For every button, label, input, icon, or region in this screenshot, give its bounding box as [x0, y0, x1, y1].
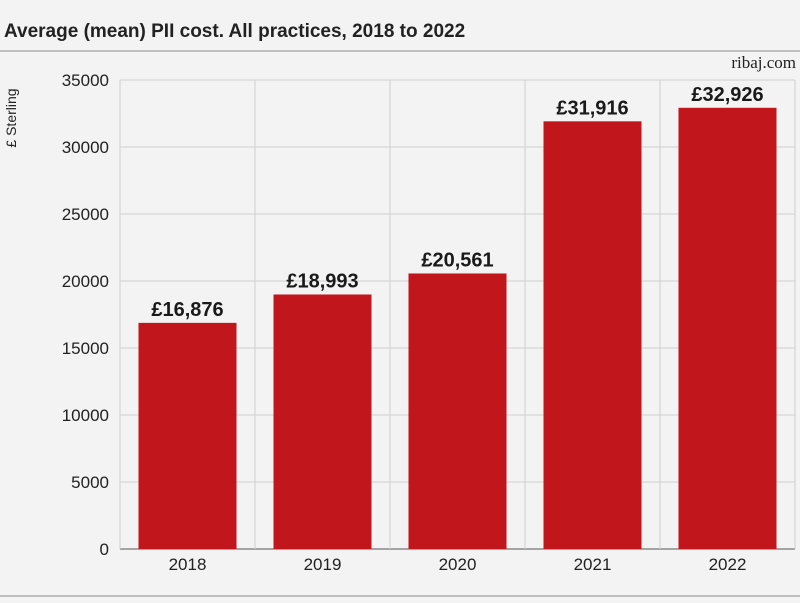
x-tick-labels: 2018 2019 2020 2021 2022	[169, 555, 747, 574]
bar-2020	[408, 273, 507, 549]
y-tick-labels: 0 5000 10000 15000 20000 25000 30000 35000	[62, 71, 109, 559]
chart-title: Average (mean) PII cost. All practices, …	[4, 21, 465, 42]
x-tick-label: 2019	[304, 555, 342, 574]
y-axis-label: £ Sterling	[3, 88, 19, 147]
bar-2021	[543, 121, 642, 550]
bars	[138, 107, 777, 550]
bar-2022	[678, 107, 777, 550]
data-label-2018: £16,876	[151, 299, 223, 321]
data-label-2021: £31,916	[556, 97, 628, 119]
y-tick-label: 35000	[62, 71, 109, 90]
data-label-2019: £18,993	[286, 270, 358, 292]
y-tick-label: 20000	[62, 272, 109, 291]
y-tick-label: 15000	[62, 339, 109, 358]
bar-2019	[273, 294, 372, 549]
x-tick-label: 2020	[439, 555, 477, 574]
y-tick-label: 0	[100, 540, 109, 559]
data-labels: £16,876 £18,993 £20,561 £31,916 £32,926	[151, 84, 763, 321]
x-tick-label: 2022	[709, 555, 747, 574]
bar-2018	[138, 322, 237, 549]
y-tick-label: 5000	[71, 473, 109, 492]
y-tick-label: 25000	[62, 205, 109, 224]
x-tick-label: 2018	[169, 555, 207, 574]
source-credit: ribaj.com	[731, 53, 796, 72]
y-tick-label: 30000	[62, 138, 109, 157]
x-tick-label: 2021	[574, 555, 612, 574]
data-label-2022: £32,926	[691, 84, 763, 106]
y-tick-label: 10000	[62, 406, 109, 425]
data-label-2020: £20,561	[421, 249, 493, 271]
